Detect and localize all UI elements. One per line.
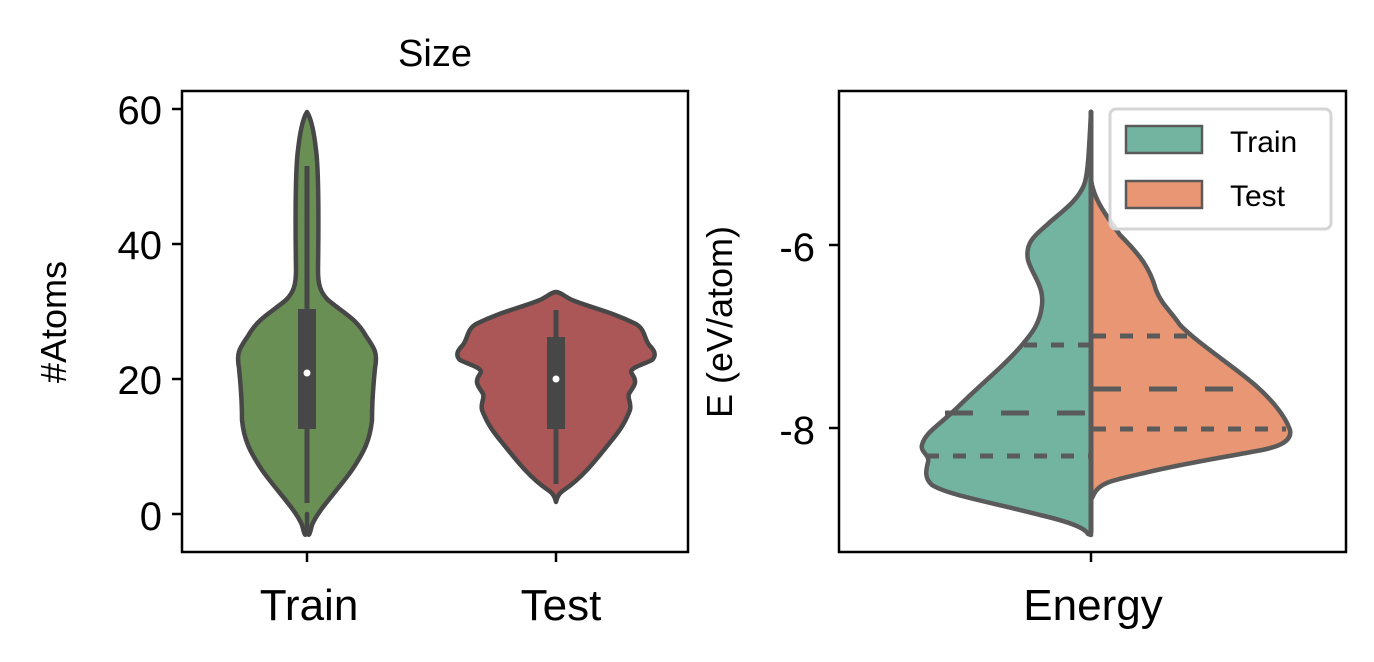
left-title: Size [398, 33, 472, 75]
legend-label-train: Train [1230, 126, 1297, 159]
left-axes-frame [180, 89, 690, 554]
right-panel: Train Test -6 -8 E (eV/atom) Energy [699, 89, 1348, 630]
x-tick-label-energy: Energy [1023, 581, 1162, 630]
legend-swatch-train [1124, 124, 1204, 155]
y-tick-label: 20 [118, 359, 163, 403]
train-iqr-box [298, 309, 316, 429]
legend: Train Test [1108, 107, 1333, 231]
x-tick-label-train: Train [260, 581, 359, 630]
test-median-dot [552, 375, 560, 383]
right-y-label: E (eV/atom) [699, 226, 740, 418]
legend-swatch-test [1124, 179, 1204, 210]
y-tick-label: -8 [779, 409, 815, 453]
left-panel: Size 60 40 20 0 #Atoms T [33, 33, 690, 630]
y-tick-label: 60 [118, 89, 163, 133]
test-iqr-box [547, 337, 565, 429]
left-x-axis: Train Test [260, 552, 602, 630]
test-half-violin [1088, 177, 1293, 503]
right-axes-frame [837, 89, 1348, 554]
legend-label-test: Test [1230, 180, 1286, 213]
y-tick-label: -6 [779, 226, 815, 270]
right-y-axis: -6 -8 [779, 226, 839, 453]
x-tick-label-test: Test [521, 581, 602, 630]
left-y-axis: 60 40 20 0 [118, 89, 182, 539]
y-tick-label: 0 [140, 495, 162, 539]
train-half-violin [919, 109, 1094, 538]
left-y-label: #Atoms [33, 261, 74, 383]
y-tick-label: 40 [118, 224, 163, 268]
right-x-axis: Energy [1023, 552, 1163, 630]
train-median-dot [303, 369, 311, 377]
